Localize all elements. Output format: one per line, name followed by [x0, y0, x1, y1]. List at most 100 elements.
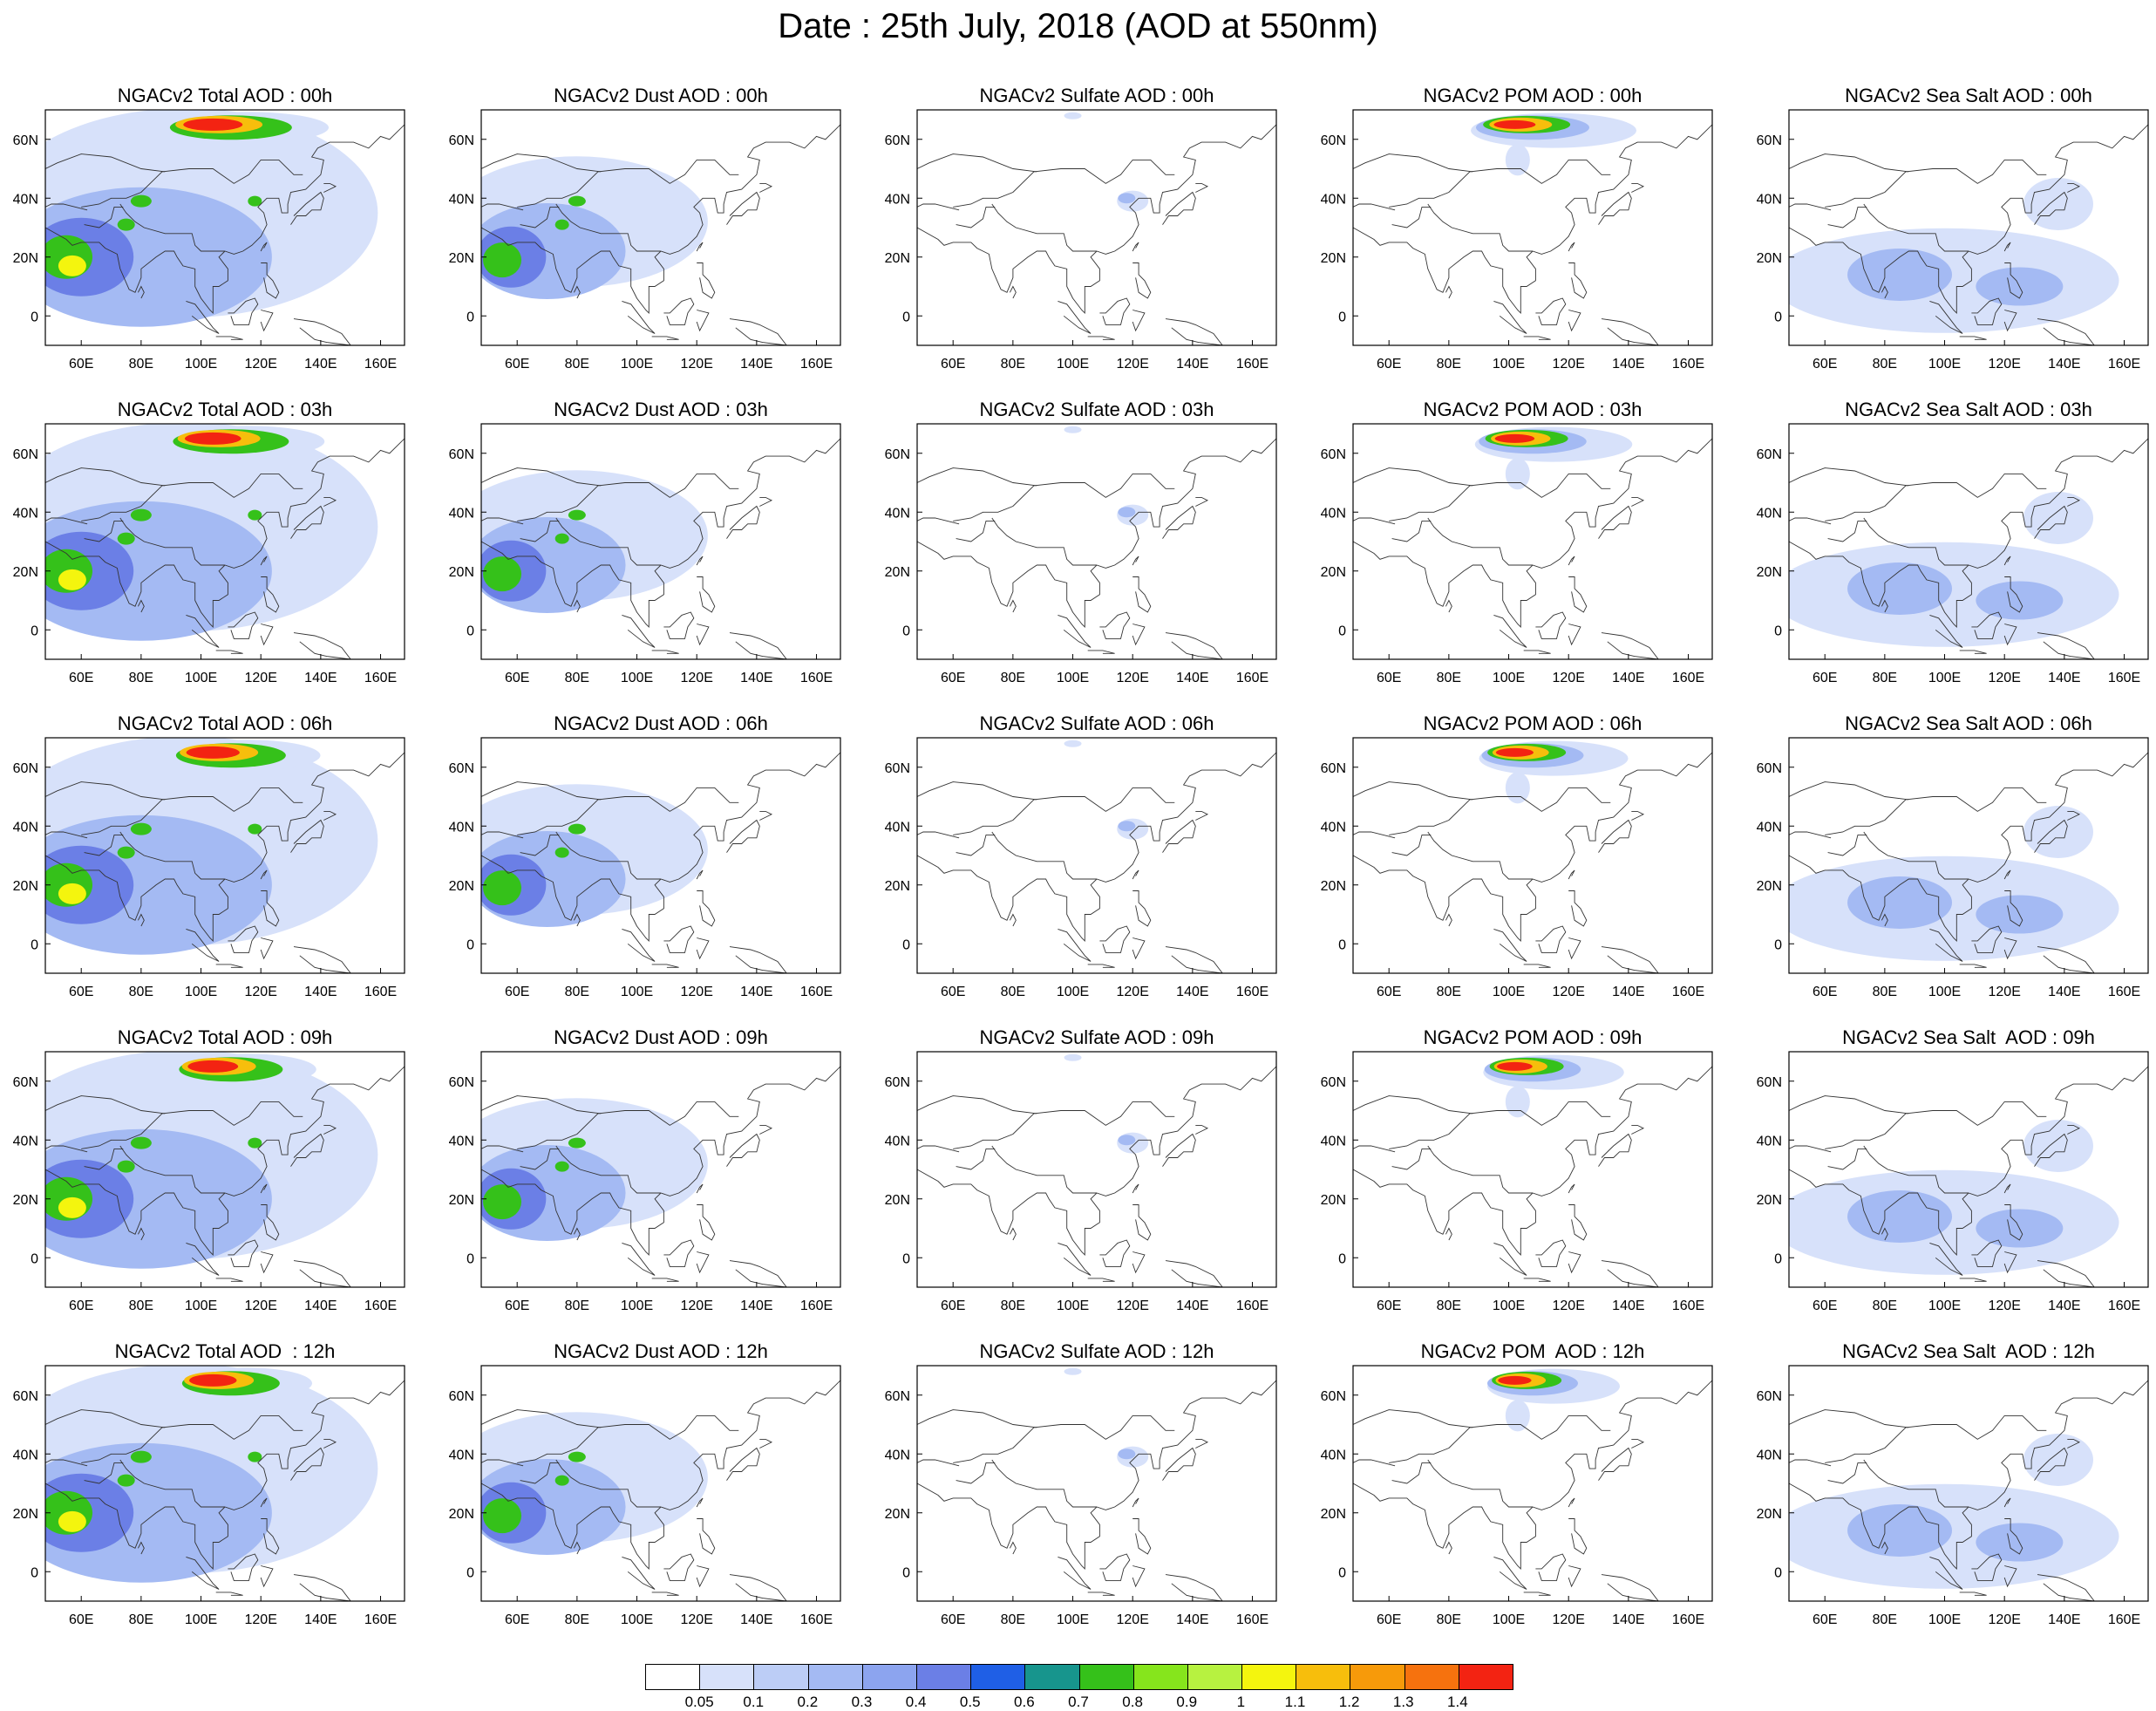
coastline: [956, 520, 996, 542]
map-panel-total-2: NGACv2 Total AOD : 06h 60E 80E 100E 120E 140E…: [2, 709, 438, 1023]
aod-plume: [1118, 507, 1136, 518]
coastline: [45, 467, 166, 487]
x-tick-label: 100E: [621, 985, 653, 999]
coastline: [2003, 1565, 2017, 1588]
coastline: [1353, 438, 1712, 628]
x-tick-label: 120E: [245, 671, 277, 685]
x-tick-label: 160E: [364, 671, 397, 685]
y-tick-label: 40N: [1757, 820, 1782, 835]
aod-plume: [130, 508, 152, 521]
aod-field: [1353, 1368, 1712, 1601]
coastline: [137, 913, 145, 927]
coastline: [481, 1380, 840, 1570]
aod-plume: [1494, 433, 1535, 443]
coastline: [622, 614, 656, 648]
coastline: [1009, 599, 1017, 613]
panel-title: NGACv2 Sea Salt AOD : 09h: [1842, 1026, 2095, 1048]
coastline: [260, 624, 274, 646]
coastline: [1598, 1133, 1632, 1167]
coastline: [1863, 1459, 1969, 1508]
coastline: [697, 262, 716, 299]
map-plot: 60E 80E 100E 120E 140E 160E 60N 40N 20N 0: [449, 737, 841, 999]
coastline: [481, 831, 524, 839]
colorbar-swatch: [1404, 1665, 1459, 1689]
coastline: [696, 1565, 710, 1588]
y-tick-label: 0: [1774, 937, 1782, 952]
coastline: [2004, 262, 2023, 299]
coastline: [1568, 1497, 1575, 1508]
y-tick-label: 40N: [1321, 1134, 1346, 1149]
coastline: [186, 1556, 220, 1590]
x-tick-label: 160E: [364, 357, 397, 372]
coastline: [119, 831, 225, 880]
y-tick-label: 40N: [1757, 192, 1782, 207]
coastline: [517, 159, 739, 208]
y-tick-label: 20N: [13, 879, 38, 894]
coastline: [481, 781, 602, 801]
aod-field: [1353, 1054, 1712, 1287]
aod-field: [45, 110, 405, 345]
aod-plume: [554, 1475, 569, 1486]
colorbar-label: 0.6: [1014, 1694, 1035, 1710]
x-tick-label: 140E: [740, 1299, 772, 1313]
x-tick-label: 100E: [1928, 357, 1961, 372]
coastline: [1568, 242, 1575, 252]
coastline: [323, 1124, 337, 1135]
x-tick-label: 100E: [185, 985, 217, 999]
coastline: [45, 831, 88, 839]
coastline: [1099, 1553, 1131, 1581]
coastline: [1863, 831, 1969, 880]
aod-plume: [568, 1451, 586, 1462]
colorbar-label: 1.4: [1447, 1694, 1468, 1710]
coastline: [2034, 819, 2068, 853]
map-frame: [1788, 1365, 2149, 1602]
colorbar-swatch: [646, 1665, 701, 1689]
coastline: [81, 1414, 303, 1463]
coastline: [215, 336, 243, 340]
x-tick-label: 100E: [621, 1299, 653, 1313]
coastline: [1165, 1574, 1223, 1601]
coastline: [1631, 182, 1645, 193]
map-panel-sulfate-2: NGACv2 Sulfate AOD : 06h 60E 80E 100E 120E 14…: [874, 709, 1309, 1023]
coastline: [622, 1242, 656, 1276]
y-tick-label: 60N: [13, 761, 38, 776]
map-frame: [44, 1365, 405, 1602]
x-tick-label: 60E: [1377, 1612, 1401, 1627]
coastline: [1568, 1518, 1588, 1555]
aod-field: [45, 1052, 405, 1287]
coastline: [696, 869, 704, 880]
coastline: [1353, 1095, 1473, 1115]
coastline: [1162, 1447, 1196, 1481]
coastline: [917, 1409, 1037, 1428]
map-frame: [480, 423, 841, 660]
coastline: [1087, 1278, 1115, 1282]
coastline: [290, 1133, 324, 1167]
coastline: [2004, 890, 2023, 927]
coastline: [697, 1518, 716, 1555]
y-tick-label: 40N: [449, 1134, 474, 1149]
coastline: [1058, 300, 1092, 334]
coastline: [228, 925, 259, 953]
coastline: [1598, 819, 1632, 853]
aod-plume: [1064, 426, 1082, 433]
x-tick-label: 100E: [185, 1612, 217, 1627]
panel-title: NGACv2 POM AOD : 06h: [1423, 712, 1643, 734]
map-panel-total-4: NGACv2 Total AOD : 12h 60E 80E 100E 120E 140E…: [2, 1337, 438, 1651]
map-plot: 60E 80E 100E 120E 140E 160E 60N 40N 20N 0: [1321, 737, 1713, 999]
x-tick-label: 80E: [565, 985, 589, 999]
x-tick-label: 120E: [245, 985, 277, 999]
coastline: [1353, 1380, 1712, 1570]
coastline: [1195, 182, 1209, 193]
coastline: [520, 206, 560, 228]
coastline: [520, 1148, 560, 1170]
coastline: [1009, 1227, 1017, 1241]
x-tick-label: 60E: [69, 671, 93, 685]
aod-plume: [554, 219, 569, 230]
x-tick-label: 120E: [1553, 671, 1585, 685]
x-tick-label: 140E: [1612, 985, 1644, 999]
aod-field: [1353, 426, 1712, 659]
x-tick-label: 80E: [1873, 357, 1897, 372]
y-tick-label: 40N: [449, 1448, 474, 1462]
coastline: [759, 182, 773, 193]
coastline: [1427, 1459, 1533, 1508]
